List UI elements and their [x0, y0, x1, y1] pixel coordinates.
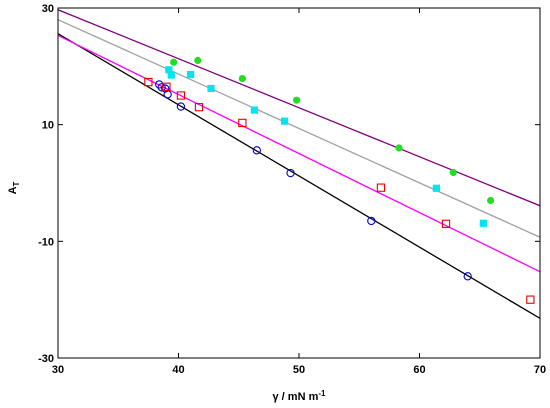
data-point — [194, 56, 202, 65]
x-tick-label: 40 — [172, 364, 184, 376]
fit-line-3 — [58, 19, 540, 238]
y-axis-label: AT — [7, 181, 21, 194]
fit-line-1 — [58, 33, 540, 319]
data-point — [186, 70, 195, 79]
fit-lines — [58, 9, 540, 319]
x-tick-label: 30 — [52, 364, 64, 376]
data-point — [280, 117, 289, 125]
data-point — [157, 83, 166, 92]
data-point — [376, 183, 386, 192]
data-point — [165, 66, 173, 74]
y-tick-label: -10 — [38, 236, 54, 248]
data-point — [250, 106, 259, 114]
data-point — [207, 84, 215, 93]
data-point — [367, 216, 376, 226]
data-point — [176, 91, 186, 100]
data-point — [479, 219, 487, 227]
data-point — [162, 82, 171, 91]
data-point — [292, 96, 301, 104]
data-point — [441, 219, 451, 228]
data-point — [176, 102, 186, 111]
fit-line-4 — [58, 9, 540, 207]
fit-line-2 — [58, 34, 540, 273]
y-tick-label: -30 — [38, 353, 54, 365]
data-point — [167, 71, 175, 79]
data-point — [170, 58, 178, 66]
x-tick-label: 50 — [293, 364, 305, 376]
plot-frame — [57, 7, 541, 359]
data-point — [432, 184, 440, 192]
axis-ticks: 30 40 50 60 70 -30 -10 10 30 — [38, 3, 546, 376]
data-point — [144, 77, 153, 87]
x-axis-label: γ / mN m-1 — [273, 389, 327, 403]
data-point — [194, 103, 204, 112]
data-markers — [144, 56, 535, 304]
data-point — [486, 196, 495, 205]
data-point — [238, 118, 247, 128]
x-tick-label: 60 — [413, 364, 425, 376]
data-point — [238, 74, 246, 83]
data-point — [463, 272, 472, 281]
data-point — [286, 168, 295, 178]
y-tick-label: 30 — [42, 3, 54, 15]
data-point — [526, 295, 535, 304]
data-point — [449, 168, 457, 177]
y-tick-label: 10 — [42, 120, 54, 132]
x-tick-label: 70 — [534, 364, 546, 376]
data-point — [252, 146, 261, 155]
data-point — [395, 144, 403, 152]
